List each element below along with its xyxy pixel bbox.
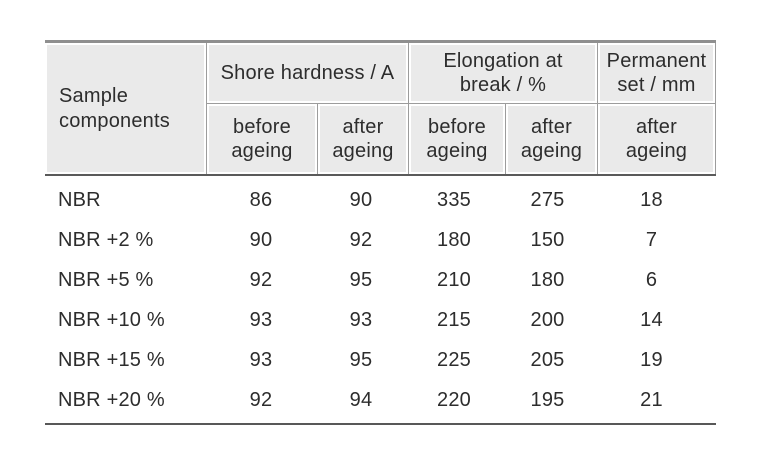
value-shore-after: 95 xyxy=(349,348,373,371)
value-elongation-after: 200 xyxy=(530,308,565,331)
subheader-permanent-after-ageing: after ageing xyxy=(598,104,715,174)
results-table: Sample components Shore hardness / A Elo… xyxy=(45,40,716,425)
value-shore-before: 93 xyxy=(249,348,273,371)
row-label: NBR +2 % xyxy=(58,228,154,251)
row-label: NBR +20 % xyxy=(58,388,165,411)
table-top-rule xyxy=(45,40,716,43)
header-elongation-at-break: Elongation at break / % xyxy=(409,43,597,103)
value-elongation-after: 195 xyxy=(530,388,565,411)
value-permanent-after: 6 xyxy=(645,268,658,291)
table-body: NBR 86 90 335 275 18 NBR +2 % 90 92 180 … xyxy=(45,176,716,425)
row-label: NBR +15 % xyxy=(58,348,165,371)
value-permanent-after: 14 xyxy=(640,308,663,331)
row-label: NBR +5 % xyxy=(58,268,154,291)
value-shore-after: 90 xyxy=(349,188,373,211)
value-shore-after: 93 xyxy=(349,308,373,331)
value-elongation-before: 335 xyxy=(437,188,471,211)
value-elongation-after: 150 xyxy=(530,228,565,251)
table-row: NBR 86 90 335 275 18 xyxy=(45,180,716,220)
header-sample-components: Sample components xyxy=(45,43,206,174)
value-elongation-before: 180 xyxy=(437,228,471,251)
subheader-elongation-before-ageing: before ageing xyxy=(409,104,505,174)
table-row: NBR +10 % 93 93 215 200 14 xyxy=(45,300,716,340)
value-elongation-before: 215 xyxy=(437,308,471,331)
value-shore-after: 95 xyxy=(349,268,373,291)
value-elongation-before: 210 xyxy=(437,268,471,291)
table-row: NBR +2 % 90 92 180 150 7 xyxy=(45,220,716,260)
value-permanent-after: 7 xyxy=(645,228,658,251)
value-shore-before: 92 xyxy=(249,388,273,411)
row-label: NBR xyxy=(58,188,101,211)
value-elongation-after: 180 xyxy=(530,268,565,291)
value-elongation-after: 205 xyxy=(530,348,565,371)
value-permanent-after: 18 xyxy=(640,188,663,211)
value-permanent-after: 21 xyxy=(640,388,663,411)
subheader-elongation-after-ageing: after ageing xyxy=(506,104,597,174)
value-permanent-after: 19 xyxy=(640,348,663,371)
value-shore-before: 92 xyxy=(249,268,273,291)
table-row: NBR +5 % 92 95 210 180 6 xyxy=(45,260,716,300)
table-row: NBR +15 % 93 95 225 205 19 xyxy=(45,340,716,380)
value-elongation-after: 275 xyxy=(530,188,565,211)
subheader-shore-before-ageing: before ageing xyxy=(207,104,317,174)
value-shore-before: 93 xyxy=(249,308,273,331)
value-shore-before: 86 xyxy=(249,188,273,211)
header-shore-hardness: Shore hardness / A xyxy=(207,43,408,103)
table-header: Sample components Shore hardness / A Elo… xyxy=(45,43,716,176)
value-shore-before: 90 xyxy=(249,228,273,251)
value-elongation-before: 220 xyxy=(437,388,471,411)
row-label: NBR +10 % xyxy=(58,308,165,331)
value-elongation-before: 225 xyxy=(437,348,471,371)
header-permanent-set: Permanent set / mm xyxy=(598,43,715,103)
table-row: NBR +20 % 92 94 220 195 21 xyxy=(45,380,716,420)
value-shore-after: 92 xyxy=(349,228,373,251)
value-shore-after: 94 xyxy=(349,388,373,411)
subheader-shore-after-ageing: after ageing xyxy=(318,104,408,174)
